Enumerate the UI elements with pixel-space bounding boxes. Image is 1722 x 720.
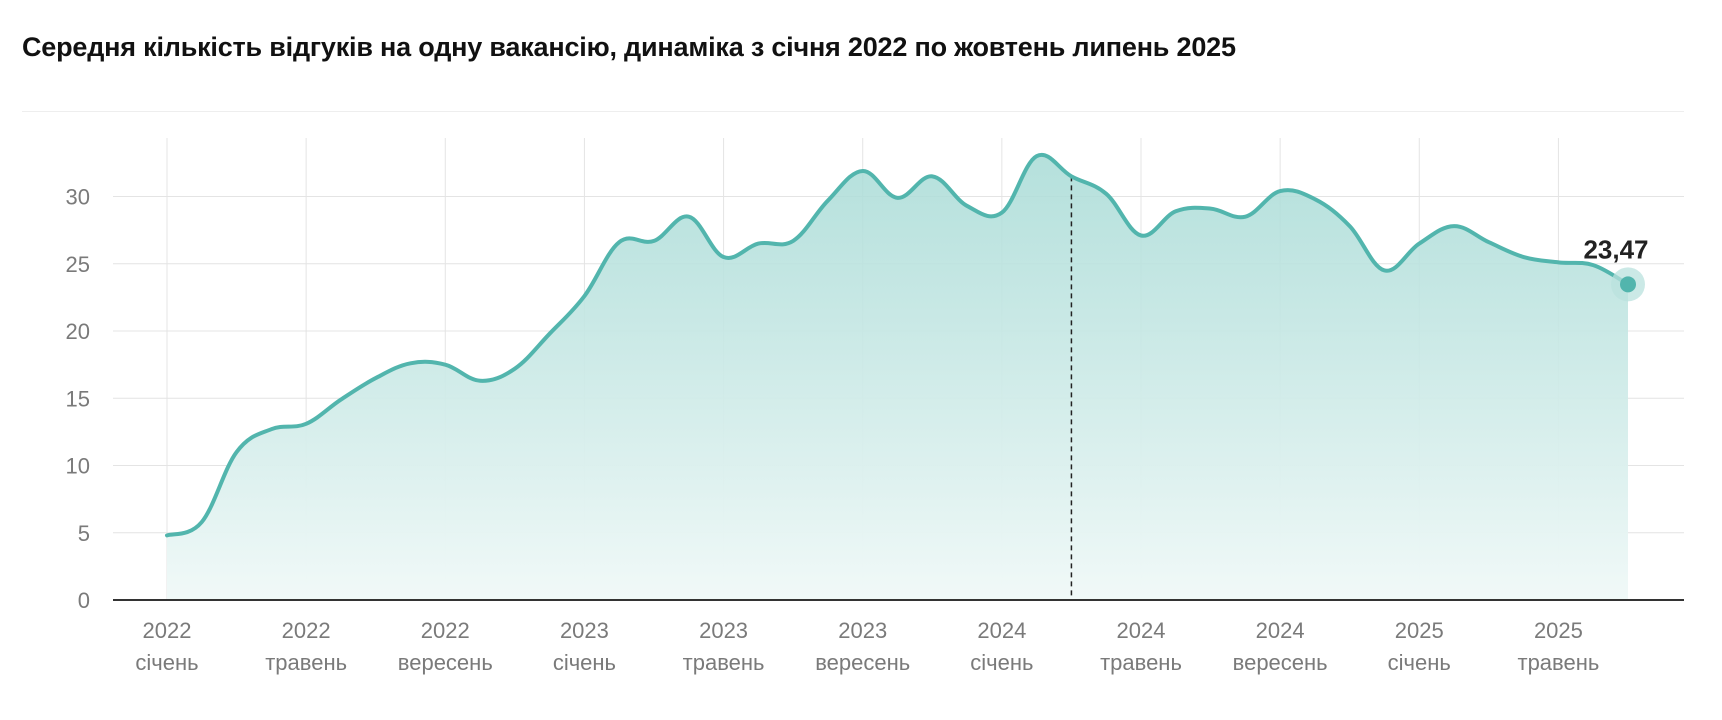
x-tick-year: 2023 — [560, 618, 609, 643]
x-tick-year: 2024 — [1256, 618, 1305, 643]
y-tick-label: 25 — [66, 252, 90, 277]
x-tick-month: вересень — [815, 650, 910, 675]
x-tick-year: 2023 — [838, 618, 887, 643]
x-tick-month: вересень — [1233, 650, 1328, 675]
series-line — [165, 152, 1630, 538]
x-tick-year: 2025 — [1395, 618, 1444, 643]
series-area — [167, 154, 1628, 600]
x-tick-month: травень — [683, 650, 765, 675]
x-tick-year: 2022 — [143, 618, 192, 643]
title-divider — [22, 111, 1684, 112]
x-tick-year: 2024 — [977, 618, 1026, 643]
end-value-label: 23,47 — [1583, 234, 1648, 264]
y-tick-label: 0 — [78, 588, 90, 613]
x-tick-year: 2022 — [282, 618, 331, 643]
x-tick-year: 2022 — [421, 618, 470, 643]
y-tick-label: 30 — [66, 185, 90, 210]
x-tick-month: січень — [135, 650, 198, 675]
x-tick-year: 2023 — [699, 618, 748, 643]
chart-title: Середня кількість відгуків на одну вакан… — [22, 32, 1236, 62]
y-tick-label: 15 — [66, 386, 90, 411]
x-tick-month: травень — [1100, 650, 1182, 675]
x-tick-month: травень — [265, 650, 347, 675]
y-tick-label: 5 — [78, 521, 90, 546]
end-marker — [1620, 276, 1636, 293]
x-tick-year: 2024 — [1117, 618, 1166, 643]
x-tick-month: січень — [970, 650, 1033, 675]
x-tick-month: січень — [553, 650, 616, 675]
x-tick-year: 2025 — [1534, 618, 1583, 643]
x-tick-month: вересень — [398, 650, 493, 675]
x-tick-month: січень — [1388, 650, 1451, 675]
y-tick-label: 10 — [66, 454, 90, 479]
x-tick-month: травень — [1518, 650, 1600, 675]
y-tick-label: 20 — [66, 319, 90, 344]
